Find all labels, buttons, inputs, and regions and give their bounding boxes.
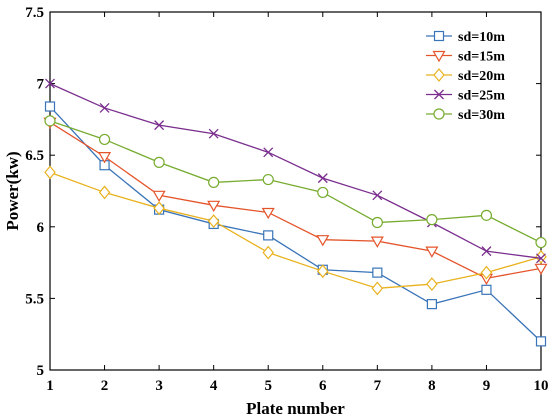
data-point: [98, 152, 112, 164]
data-point: [208, 176, 220, 189]
data-point: [152, 190, 166, 202]
x-tick-label: 4: [210, 378, 218, 394]
series-line: [49, 83, 542, 259]
data-point: [153, 201, 165, 216]
data-point: [534, 263, 548, 276]
data-point: [317, 173, 328, 184]
x-tick-label: 2: [101, 378, 109, 394]
x-tick-label: 6: [319, 378, 327, 394]
legend-label: sd=15m: [458, 50, 505, 65]
data-point: [536, 253, 546, 264]
data-point: [425, 246, 439, 258]
data-point: [535, 236, 547, 249]
series-sd-20m: [44, 165, 547, 296]
legend-item: sd=15m: [426, 50, 505, 65]
axis-ticks: 1 2 3 4 5 6 7 8 9 10 5 5.5 6 6.5 7 7.5: [25, 5, 548, 394]
data-point: [316, 235, 330, 247]
y-axis-label: Power(kw): [3, 151, 22, 230]
data-point: [98, 133, 111, 146]
data-point: [262, 245, 275, 260]
data-point: [44, 165, 56, 180]
data-point: [426, 277, 438, 292]
legend-marker: [434, 89, 444, 100]
series-line: [49, 106, 542, 342]
data-point: [153, 156, 165, 168]
y-tick-label: 5: [37, 363, 45, 379]
legend-marker: [433, 108, 445, 120]
legend-label: sd=30m: [458, 108, 505, 123]
legend-label: sd=20m: [458, 69, 505, 84]
data-point: [154, 120, 165, 131]
legend-marker: [432, 50, 446, 63]
y-tick-label: 7: [37, 77, 45, 93]
series-line: [49, 171, 542, 290]
data-point: [261, 207, 275, 220]
x-tick-label: 9: [483, 378, 491, 394]
data-point: [372, 190, 383, 201]
x-tick-label: 8: [428, 378, 436, 394]
data-point: [208, 128, 219, 139]
data-point: [426, 214, 438, 226]
data-point: [207, 200, 221, 213]
legend-label: sd=25m: [458, 89, 505, 104]
x-tick-label: 10: [534, 378, 549, 394]
data-point: [372, 267, 383, 278]
data-point: [263, 147, 274, 158]
legend-item: sd=30m: [426, 108, 505, 123]
data-point: [317, 186, 329, 199]
series-sd-15m: [43, 117, 548, 286]
y-tick-label: 6.5: [25, 148, 44, 164]
data-point: [481, 246, 492, 257]
legend-item: sd=20m: [426, 68, 505, 84]
data-point: [426, 299, 437, 310]
data-point: [207, 214, 220, 229]
data-point: [480, 209, 493, 221]
y-tick-label: 5.5: [25, 291, 44, 307]
legend-item: sd=10m: [426, 30, 505, 45]
legend-marker: [433, 30, 445, 42]
data-point: [262, 173, 274, 186]
data-point: [44, 115, 56, 127]
series-layer: [43, 78, 548, 347]
x-tick-label: 7: [374, 378, 382, 394]
y-tick-label: 6: [37, 220, 45, 236]
x-axis-label: Plate number: [246, 399, 345, 418]
data-point: [316, 264, 329, 279]
data-point: [45, 78, 55, 89]
x-tick-label: 1: [46, 378, 54, 394]
data-point: [371, 281, 384, 296]
plot-area-frame: [49, 11, 542, 371]
data-point: [44, 101, 56, 112]
x-tick-label: 5: [264, 378, 272, 394]
series-sd-25m: [45, 78, 546, 264]
y-tick-label: 7.5: [25, 5, 44, 21]
x-tick-label: 3: [155, 378, 163, 394]
data-point: [98, 185, 111, 200]
series-sd-10m: [44, 101, 547, 347]
legend-item: sd=25m: [426, 89, 505, 104]
data-point: [99, 102, 110, 113]
legend-label: sd=10m: [458, 30, 505, 45]
data-point: [480, 265, 493, 280]
series-sd-30m: [44, 115, 547, 249]
legend-marker: [433, 68, 445, 82]
data-point: [371, 216, 383, 229]
legend: sd=10m sd=15m sd=20m sd=25m sd=30m: [426, 30, 505, 123]
data-point: [481, 284, 492, 295]
data-point: [263, 230, 274, 241]
data-point: [370, 236, 384, 248]
data-point: [535, 336, 547, 347]
series-line: [49, 121, 542, 280]
series-line: [49, 120, 542, 244]
